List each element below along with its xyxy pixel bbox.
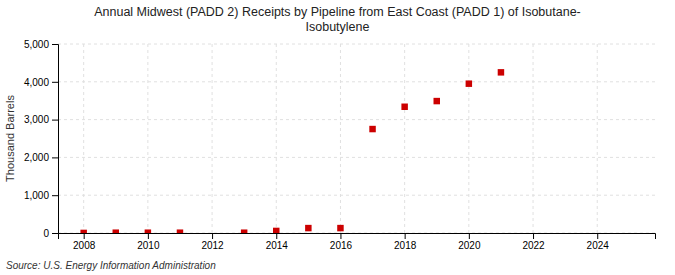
x-tick-mark	[469, 233, 470, 239]
x-tick: 2024	[587, 233, 610, 251]
y-tick-label: 3,000	[24, 114, 49, 125]
x-tick-label: 2016	[330, 240, 353, 251]
y-axis-line	[52, 45, 59, 234]
x-tick-label: 2018	[394, 240, 417, 251]
point	[145, 229, 151, 233]
y-tick: 5,000	[24, 39, 58, 50]
grid-line-x	[83, 44, 84, 233]
x-tick-mark	[148, 233, 149, 239]
y-tick-mark	[52, 44, 58, 45]
y-tick: 2,000	[24, 152, 58, 163]
y-tick-label: 1,000	[24, 190, 49, 201]
grid-line-x	[533, 44, 534, 233]
x-tick-mark	[597, 233, 598, 239]
point	[80, 230, 86, 233]
x-tick: 2010	[137, 233, 160, 251]
x-tick: 2016	[330, 233, 353, 251]
x-tick-mark	[405, 233, 406, 239]
point	[401, 104, 407, 110]
point	[305, 225, 311, 231]
x-tick: 2014	[266, 233, 289, 251]
chart: 2008 2010 2012 2014 2016 2018 2020 2022 2024 0 1,0…	[0, 0, 675, 275]
y-tick-mark	[52, 195, 58, 196]
x-tick-label: 2020	[458, 240, 481, 251]
grid	[58, 44, 655, 233]
point	[337, 225, 343, 231]
grid-line-x	[468, 44, 469, 233]
x-tick-label: 2024	[587, 240, 610, 251]
grid-line-y	[58, 119, 655, 120]
y-tick-mark	[52, 120, 58, 121]
title: Annual Midwest (PADD 2) Receipts by Pipe…	[94, 5, 581, 34]
y-axis: 0 1,000 2,000 3,000 4,000 5,000	[24, 39, 59, 239]
x-tick-label: 2014	[266, 240, 289, 251]
y-tick: 4,000	[24, 77, 58, 88]
x-tick-mark	[533, 233, 534, 239]
y-tick-label: 2,000	[24, 152, 49, 163]
x-axis-line	[59, 234, 656, 240]
point	[369, 126, 375, 132]
x-tick-label: 2012	[201, 240, 224, 251]
y-tick-label: 0	[43, 228, 49, 239]
grid-line-x	[147, 44, 148, 233]
x-tick-mark	[84, 233, 85, 239]
point	[273, 228, 279, 233]
grid-line-x	[212, 44, 213, 233]
point	[177, 229, 183, 233]
y-tick-mark	[52, 233, 58, 234]
grid-line-x	[276, 44, 277, 233]
x-tick-mark	[212, 233, 213, 239]
grid-line-x	[404, 44, 405, 233]
point	[241, 229, 247, 233]
plot-area: 2008 2010 2012 2014 2016 2018 2020 2022 2024 0 1,0…	[24, 39, 656, 251]
point	[498, 69, 504, 75]
source-note: Source: U.S. Energy Information Administ…	[6, 260, 216, 271]
y-tick-mark	[52, 82, 58, 83]
point	[113, 229, 119, 233]
x-tick: 2018	[394, 233, 417, 251]
y-tick: 0	[43, 228, 58, 239]
x-tick-mark	[340, 233, 341, 239]
y-tick-mark	[52, 157, 58, 158]
x-tick-label: 2010	[137, 240, 160, 251]
grid-line-y	[58, 157, 655, 158]
y-tick: 1,000	[24, 190, 58, 201]
x-tick-label: 2022	[522, 240, 545, 251]
x-tick: 2022	[522, 233, 545, 251]
point	[434, 98, 440, 104]
x-tick: 2020	[458, 233, 481, 251]
grid-line-x	[340, 44, 341, 233]
y-axis-title: Thousand Barrels	[4, 95, 16, 182]
points	[80, 69, 504, 233]
x-tick: 2008	[73, 233, 96, 251]
x-tick-label: 2008	[73, 240, 96, 251]
y-tick-label: 5,000	[24, 39, 49, 50]
y-tick: 3,000	[24, 114, 58, 125]
x-axis: 2008 2010 2012 2014 2016 2018 2020 2022 2024	[59, 233, 656, 251]
y-tick-label: 4,000	[24, 77, 49, 88]
grid-line-x	[597, 44, 598, 233]
x-tick-mark	[276, 233, 277, 239]
point	[466, 80, 472, 86]
x-tick: 2012	[201, 233, 224, 251]
